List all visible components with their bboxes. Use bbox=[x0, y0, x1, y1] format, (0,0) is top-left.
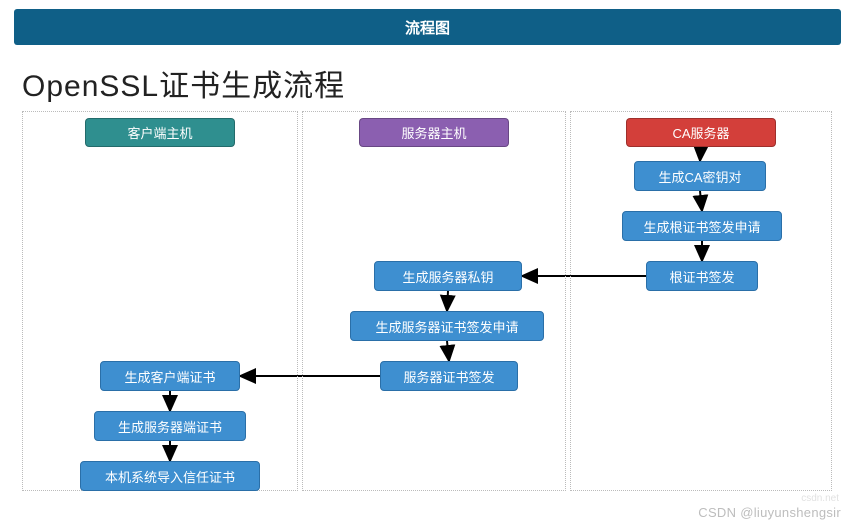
lane-header-ca: CA服务器 bbox=[626, 118, 776, 147]
lane-server: 服务器主机 bbox=[302, 111, 566, 491]
node-srv_req: 生成服务器证书签发申请 bbox=[350, 311, 544, 341]
flowchart-diagram: 客户端主机服务器主机CA服务器生成CA密钥对生成根证书签发申请根证书签发生成服务… bbox=[22, 111, 833, 491]
banner: 流程图 bbox=[14, 9, 841, 45]
faint-watermark: csdn.net bbox=[801, 493, 839, 504]
lane-header-server: 服务器主机 bbox=[359, 118, 509, 147]
node-ca_root_req: 生成根证书签发申请 bbox=[622, 211, 782, 241]
node-import: 本机系统导入信任证书 bbox=[80, 461, 260, 491]
node-ca_keys: 生成CA密钥对 bbox=[634, 161, 766, 191]
page-title: OpenSSL证书生成流程 bbox=[22, 61, 855, 105]
node-srv_cert: 生成服务器端证书 bbox=[94, 411, 246, 441]
watermark: CSDN @liuyunshengsir bbox=[698, 505, 841, 520]
node-srv_sign: 服务器证书签发 bbox=[380, 361, 518, 391]
banner-title: 流程图 bbox=[405, 17, 450, 38]
lane-header-client: 客户端主机 bbox=[85, 118, 235, 147]
node-cli_cert: 生成客户端证书 bbox=[100, 361, 240, 391]
node-srv_key: 生成服务器私钥 bbox=[374, 261, 522, 291]
node-ca_root_sign: 根证书签发 bbox=[646, 261, 758, 291]
